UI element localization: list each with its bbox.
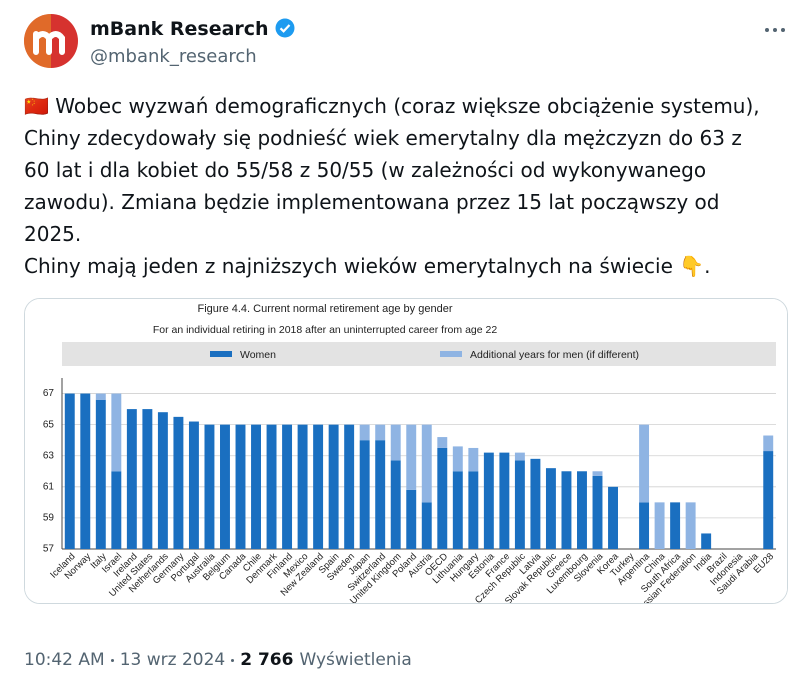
bar-segment xyxy=(763,435,774,452)
views-count: 2 766 xyxy=(240,650,294,670)
time[interactable]: 10:42 AM xyxy=(24,650,105,670)
bar-segment xyxy=(437,447,448,549)
y-tick-label: 61 xyxy=(43,481,55,492)
chart-title: Figure 4.4. Current normal retirement ag… xyxy=(198,303,453,315)
bar-segment xyxy=(328,424,339,549)
chart[interactable]: Figure 4.4. Current normal retirement ag… xyxy=(24,298,788,604)
bar-segment xyxy=(359,440,370,549)
bar-segment xyxy=(639,502,650,549)
y-tick-label: 65 xyxy=(43,419,55,430)
bar-segment xyxy=(701,533,712,549)
bar-segment xyxy=(111,471,122,549)
bar-segment xyxy=(421,424,432,503)
y-tick-label: 57 xyxy=(43,544,55,555)
bar-segment xyxy=(313,424,324,549)
bar-segment xyxy=(375,440,386,549)
more-menu[interactable] xyxy=(764,26,786,34)
bar-segment xyxy=(499,452,510,549)
bar-segment xyxy=(685,502,696,549)
bar-segment xyxy=(452,471,463,549)
bar-segment xyxy=(344,424,355,549)
bar-segment xyxy=(297,424,308,549)
avatar[interactable] xyxy=(24,14,78,68)
bar-segment xyxy=(468,471,479,549)
bar-segment xyxy=(375,424,386,441)
bar-segment xyxy=(188,421,199,549)
separator xyxy=(110,658,114,662)
y-tick-label: 67 xyxy=(43,388,55,399)
bar-segment xyxy=(406,489,417,549)
bar-segment xyxy=(577,471,587,549)
bar-segment xyxy=(126,409,137,549)
bar-segment xyxy=(142,409,153,549)
text-paragraph: Chiny mają jeden z najniższych wieków em… xyxy=(24,254,711,278)
legend-swatch xyxy=(210,351,232,357)
bar-segment xyxy=(592,471,603,476)
bar-segment xyxy=(421,502,432,549)
bar-segment xyxy=(514,452,525,461)
bar-segment xyxy=(608,486,618,549)
bar-segment xyxy=(406,424,417,490)
bar-segment xyxy=(437,437,448,448)
bar-segment xyxy=(95,399,106,549)
legend-label: Additional years for men (if different) xyxy=(470,349,639,361)
bar-segment xyxy=(157,412,168,549)
bar-segment xyxy=(266,424,277,549)
bar-segment xyxy=(95,393,106,400)
bar-segment xyxy=(80,393,91,549)
y-tick-label: 59 xyxy=(43,513,55,524)
bar-segment xyxy=(204,424,215,549)
text-paragraph: 🇨🇳 Wobec wyzwań demograficznych (coraz w… xyxy=(24,94,760,246)
bar-segment xyxy=(483,452,494,549)
bar-segment xyxy=(545,468,556,549)
bar-segment xyxy=(64,393,75,549)
bar-segment xyxy=(390,424,401,461)
legend-label: Women xyxy=(240,349,276,361)
tweet-text: 🇨🇳 Wobec wyzwań demograficznych (coraz w… xyxy=(24,90,764,282)
bar-segment xyxy=(359,424,370,441)
author-name[interactable]: mBank Research xyxy=(90,18,295,40)
bar-segment xyxy=(670,502,681,549)
views-label: Wyświetlenia xyxy=(299,650,412,670)
bar-segment xyxy=(235,424,246,549)
bar-segment xyxy=(390,460,401,549)
bar-segment xyxy=(468,447,479,472)
bar-segment xyxy=(654,502,665,549)
bar-segment xyxy=(251,424,261,549)
bar-segment xyxy=(220,424,230,549)
tweet-footer: 10:42 AM 13 wrz 2024 2 766 Wyświetlenia xyxy=(24,650,412,670)
separator xyxy=(231,658,235,662)
bar-segment xyxy=(561,471,572,549)
bar-segment xyxy=(514,460,525,549)
bar-segment xyxy=(173,416,184,549)
legend-band xyxy=(62,342,776,366)
legend-swatch xyxy=(440,351,462,357)
bar-segment xyxy=(639,424,650,503)
bar-segment xyxy=(282,424,293,549)
bar-segment xyxy=(111,393,122,472)
date[interactable]: 13 wrz 2024 xyxy=(119,650,226,670)
bar-segment xyxy=(530,458,541,549)
bar-segment xyxy=(763,451,774,549)
verified-badge xyxy=(275,18,295,38)
bar-segment xyxy=(452,446,463,472)
handle[interactable]: @mbank_research xyxy=(90,46,257,67)
chart-subtitle: For an individual retiring in 2018 after… xyxy=(153,324,498,336)
bar-segment xyxy=(592,475,603,549)
y-tick-label: 63 xyxy=(43,450,55,461)
